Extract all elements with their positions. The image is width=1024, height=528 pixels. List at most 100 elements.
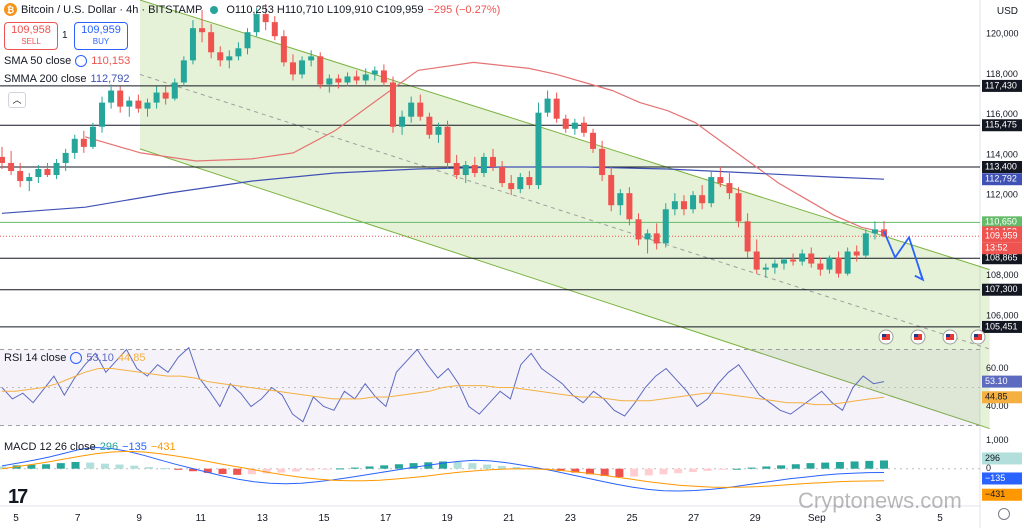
gear-icon[interactable] (998, 508, 1010, 520)
event-icon-canton (882, 334, 886, 337)
buy-label: BUY (92, 37, 110, 46)
settings-icon[interactable] (75, 55, 88, 67)
chevron-up-icon: ︿ (12, 95, 22, 105)
candle-body (562, 118, 569, 129)
candle (490, 148, 497, 172)
macd-tick-label: 0 (986, 463, 991, 473)
macd-signal-tag-bg (982, 488, 1022, 501)
price-tag-bg (982, 242, 1022, 255)
candle-body (599, 148, 606, 176)
symbol-title[interactable]: Bitcoin / U.S. Dollar · 4h · BITSTAMP (21, 3, 203, 16)
candle (726, 173, 733, 200)
x-tick-label: 3 (876, 513, 882, 524)
candle-body (553, 98, 560, 119)
candle (662, 203, 669, 248)
macd-hist-bar (56, 463, 65, 469)
x-tick-label: 5 (937, 513, 943, 524)
macd-hist-bar (718, 468, 727, 470)
rsi-line (1, 346, 885, 423)
sell-price: 109,958 (11, 24, 51, 36)
price-tick-label: 118,000 (986, 69, 1018, 79)
candle (653, 223, 660, 250)
sell-button[interactable]: 109,958 SELL (4, 22, 58, 50)
buy-button[interactable]: 109,959 BUY (74, 22, 128, 50)
rsi-legend[interactable]: RSI 14 close 53.10 44.85 (4, 352, 145, 364)
candle-body (799, 253, 806, 262)
price-tick-label: 116,000 (986, 109, 1018, 119)
x-tick-label: 7 (75, 513, 81, 524)
candle-body (53, 162, 60, 176)
symbol-header[interactable]: ₿ Bitcoin / U.S. Dollar · 4h · BITSTAMP … (4, 3, 500, 16)
candle-body (771, 263, 778, 268)
candle (862, 229, 869, 258)
candle-body (235, 48, 242, 57)
candle-body (535, 112, 542, 186)
macd-tick-label: 1,000 (986, 435, 1009, 445)
candle-body (399, 116, 406, 127)
candle-body (335, 78, 342, 83)
candle (826, 255, 833, 274)
candle-body (162, 92, 169, 99)
macd-legend[interactable]: MACD 12 26 close 296 −135 −431 (4, 441, 176, 453)
candle (699, 185, 706, 210)
candle (608, 166, 615, 212)
candle-body (480, 156, 487, 174)
rsi-tick-label: 60.00 (986, 363, 1009, 373)
candle (553, 92, 560, 123)
us-flag-event-icon (942, 329, 958, 345)
candle-body (0, 156, 5, 163)
x-tick-label: 15 (318, 513, 330, 524)
candle-body (490, 156, 497, 167)
candle (71, 134, 78, 159)
candle (99, 96, 106, 133)
candle-body (153, 92, 160, 103)
candle-body (99, 102, 106, 127)
macd-hist-bar (0, 466, 6, 469)
candle (780, 257, 787, 270)
macd-hist-bar (336, 468, 345, 470)
x-tick-label: 23 (565, 513, 577, 524)
candle (471, 156, 478, 178)
candle (771, 259, 778, 274)
macd-hist-bar (512, 467, 521, 469)
macd-hist-bar (835, 462, 844, 469)
cryptonews-watermark: Cryptonews.com (798, 488, 962, 513)
macd-hist-bar (659, 468, 668, 475)
macd-hist-bar (600, 468, 609, 476)
candle-body (408, 102, 415, 117)
candle (617, 189, 624, 216)
smma200-legend[interactable]: SMMA 200 close 112,792 (4, 73, 130, 85)
candle (62, 148, 69, 172)
macd-hist-bar (850, 461, 859, 469)
level-tag-108,865-bg (982, 252, 1022, 265)
candle (217, 46, 224, 67)
candle-body (289, 62, 296, 75)
currency-label[interactable]: USD (996, 6, 1018, 17)
macd-hist-bar (262, 468, 271, 474)
macd-hist-bar (497, 465, 506, 469)
macd-hist-bar (688, 468, 697, 473)
channel-mid-line (139, 73, 990, 350)
macd-hist-bar (674, 468, 683, 474)
candle (444, 120, 451, 170)
sma50-legend[interactable]: SMA 50 close 110,153 (4, 55, 130, 67)
candle-body (708, 177, 715, 204)
candle (344, 72, 351, 87)
candle-body (417, 102, 424, 117)
macd-hist-bar (365, 466, 374, 469)
candle-body (426, 116, 433, 135)
macd-hist-bar (159, 468, 168, 470)
collapse-legend-button[interactable]: ︿ (8, 92, 26, 108)
rsi-ma-line (2, 368, 885, 406)
settings-icon[interactable] (70, 352, 83, 364)
candle (462, 160, 469, 184)
candle-body (199, 28, 206, 33)
candle-body (317, 56, 324, 85)
candle (117, 86, 124, 113)
candle (735, 187, 742, 228)
candle (717, 166, 724, 188)
candle (53, 158, 60, 180)
macd-hist-tag: 296 (985, 453, 1000, 463)
macd-line-value: −135 (122, 441, 147, 453)
macd-hist-bar (247, 468, 256, 475)
